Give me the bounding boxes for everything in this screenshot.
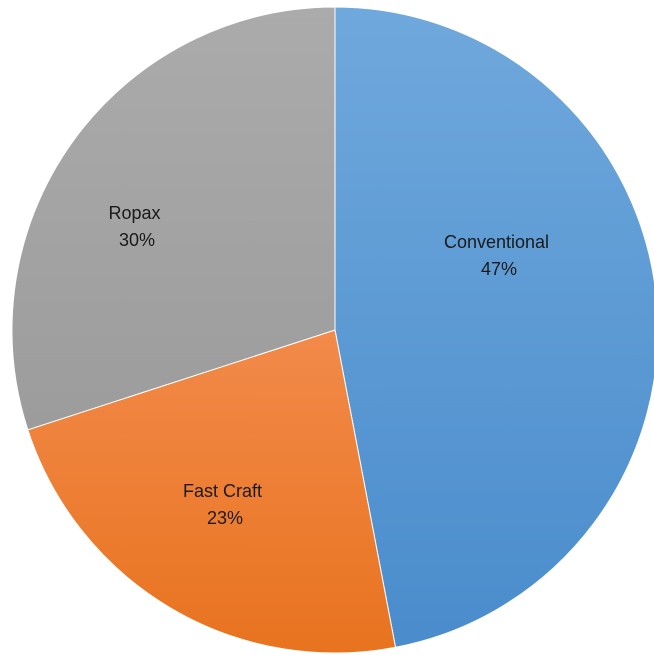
pie-labels: Conventional 47% Fast Craft 23% Ropax 30…: [108, 203, 554, 528]
slice-label-fast-craft: Fast Craft 23%: [183, 481, 267, 528]
pie-slice-fast-craft: [27, 329, 397, 654]
pie-slice-conventional: [334, 6, 654, 648]
pie-slices: [11, 6, 654, 654]
slice-label-conventional: Conventional 47%: [444, 232, 554, 279]
pie-slice-ropax: [11, 6, 336, 431]
slice-label-ropax: Ropax 30%: [108, 203, 165, 250]
